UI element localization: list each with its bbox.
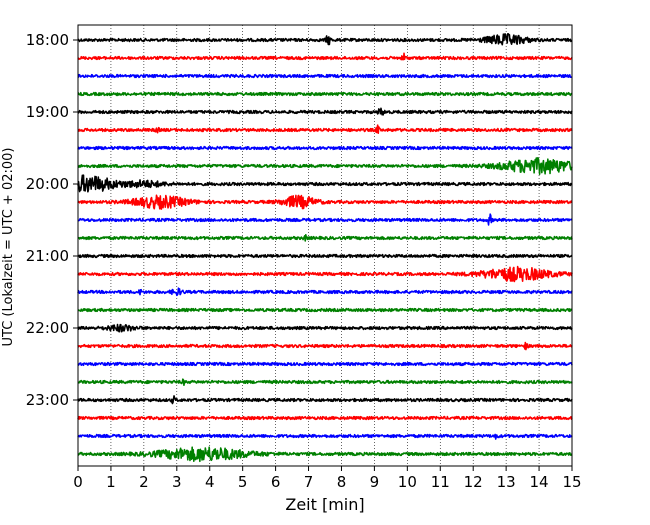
trace-1900 xyxy=(77,107,573,116)
trace-2200 xyxy=(77,323,573,333)
trace-2045 xyxy=(77,233,573,242)
trace-1845 xyxy=(77,91,573,97)
x-tick-label-14: 14 xyxy=(530,473,549,491)
x-tick-label-0: 0 xyxy=(73,473,83,491)
trace-2000 xyxy=(77,174,573,193)
x-tick-label-6: 6 xyxy=(271,473,281,491)
trace-layer xyxy=(77,32,573,463)
y-tick-label-1800: 18:00 xyxy=(26,31,69,49)
x-axis-label: Zeit [min] xyxy=(285,495,364,514)
x-tick-label-3: 3 xyxy=(172,473,182,491)
trace-2300 xyxy=(77,395,573,405)
x-tick-label-12: 12 xyxy=(464,473,483,491)
tick-layer: 0 1 2 3 4 5 6 7 8 9 10 11 12 13 14 1518:0019:0020:0021:… xyxy=(26,31,582,491)
trace-2030 xyxy=(77,213,573,226)
trace-2015 xyxy=(77,194,573,210)
trace-2230 xyxy=(77,361,573,367)
trace-2245 xyxy=(77,378,573,387)
trace-2115 xyxy=(77,265,573,283)
y-tick-label-2100: 21:00 xyxy=(26,247,69,265)
x-tick-label-15: 15 xyxy=(562,473,581,491)
x-tick-label-9: 9 xyxy=(370,473,380,491)
x-tick-label-8: 8 xyxy=(337,473,347,491)
trace-1815 xyxy=(77,52,573,61)
x-tick-label-13: 13 xyxy=(497,473,516,491)
x-tick-label-11: 11 xyxy=(431,473,450,491)
trace-1915 xyxy=(77,124,573,135)
y-tick-label-1900: 19:00 xyxy=(26,103,69,121)
y-tick-label-2000: 20:00 xyxy=(26,175,69,193)
trace-2215 xyxy=(77,341,573,351)
y-tick-label-2300: 23:00 xyxy=(26,391,69,409)
trace-1830 xyxy=(77,73,573,79)
y-tick-label-2200: 22:00 xyxy=(26,319,69,337)
trace-1800 xyxy=(77,32,573,46)
plot-frame xyxy=(77,24,573,467)
x-tick-label-5: 5 xyxy=(238,473,248,491)
trace-2330 xyxy=(77,433,573,440)
trace-2145 xyxy=(77,307,573,313)
trace-2315 xyxy=(77,415,573,421)
trace-2100 xyxy=(77,253,573,259)
trace-1930 xyxy=(77,145,573,151)
trace-1945 xyxy=(77,157,573,176)
axes-layer xyxy=(77,24,573,467)
x-tick-label-10: 10 xyxy=(398,473,417,491)
x-tick-label-4: 4 xyxy=(205,473,215,491)
trace-2345 xyxy=(77,446,573,463)
x-tick-label-2: 2 xyxy=(139,473,149,491)
y-axis-label: UTC (Lokalzeit = UTC + 02:00) xyxy=(1,148,16,347)
x-tick-label-7: 7 xyxy=(304,473,314,491)
trace-2130 xyxy=(77,287,573,297)
x-tick-label-1: 1 xyxy=(106,473,116,491)
